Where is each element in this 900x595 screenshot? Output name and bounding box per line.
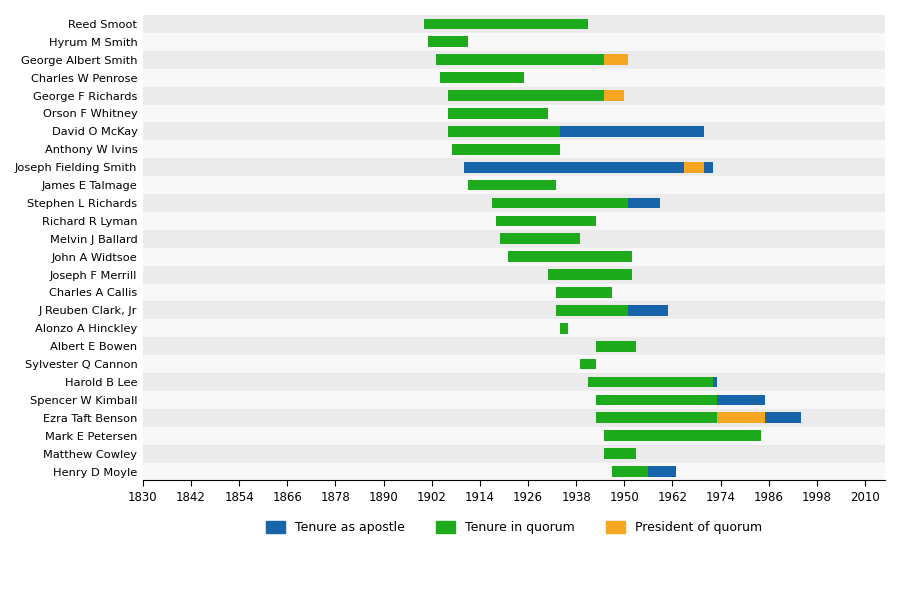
Bar: [464, 162, 713, 173]
Bar: [500, 233, 580, 244]
Bar: [143, 248, 885, 265]
Bar: [548, 269, 633, 280]
Bar: [604, 430, 760, 441]
Bar: [143, 444, 885, 462]
Bar: [143, 68, 885, 87]
Bar: [440, 72, 524, 83]
Bar: [143, 409, 885, 427]
Bar: [424, 18, 589, 29]
Bar: [143, 105, 885, 123]
Bar: [508, 251, 633, 262]
Bar: [560, 323, 568, 334]
Bar: [684, 162, 705, 173]
Bar: [143, 355, 885, 373]
Bar: [604, 54, 628, 65]
Bar: [716, 412, 765, 423]
Bar: [500, 233, 580, 244]
Bar: [428, 36, 468, 47]
Bar: [580, 359, 596, 369]
Bar: [604, 448, 636, 459]
Bar: [468, 180, 556, 190]
Bar: [596, 341, 636, 352]
Bar: [448, 126, 705, 137]
Bar: [436, 54, 628, 65]
Bar: [448, 90, 604, 101]
Bar: [596, 394, 716, 405]
Bar: [508, 251, 633, 262]
Bar: [143, 265, 885, 284]
Bar: [560, 323, 568, 334]
Bar: [448, 126, 560, 137]
Bar: [589, 377, 716, 387]
Bar: [143, 123, 885, 140]
Bar: [596, 412, 716, 423]
Bar: [612, 466, 648, 477]
Bar: [143, 51, 885, 68]
Bar: [143, 391, 885, 409]
Bar: [596, 341, 636, 352]
Bar: [143, 158, 885, 176]
Bar: [556, 305, 669, 316]
Bar: [556, 287, 612, 298]
Bar: [452, 144, 560, 155]
Bar: [496, 215, 596, 226]
Bar: [612, 466, 677, 477]
Bar: [556, 305, 628, 316]
Bar: [492, 198, 628, 208]
Bar: [580, 359, 596, 369]
Bar: [143, 302, 885, 320]
Bar: [596, 394, 765, 405]
Bar: [424, 18, 589, 29]
Bar: [436, 54, 604, 65]
Bar: [468, 180, 556, 190]
Bar: [440, 72, 524, 83]
Bar: [143, 194, 885, 212]
Bar: [143, 462, 885, 480]
Bar: [143, 373, 885, 391]
Bar: [448, 108, 548, 119]
Bar: [492, 198, 661, 208]
Bar: [448, 90, 625, 101]
Bar: [428, 36, 468, 47]
Bar: [143, 140, 885, 158]
Bar: [604, 90, 625, 101]
Bar: [143, 230, 885, 248]
Bar: [596, 412, 801, 423]
Legend: Tenure as apostle, Tenure in quorum, President of quorum: Tenure as apostle, Tenure in quorum, Pre…: [261, 516, 767, 540]
Bar: [143, 337, 885, 355]
Bar: [143, 427, 885, 444]
Bar: [452, 144, 560, 155]
Bar: [143, 320, 885, 337]
Bar: [448, 108, 548, 119]
Bar: [604, 430, 760, 441]
Bar: [143, 176, 885, 194]
Bar: [143, 15, 885, 33]
Bar: [143, 87, 885, 105]
Bar: [143, 212, 885, 230]
Bar: [604, 448, 636, 459]
Bar: [548, 269, 633, 280]
Bar: [589, 377, 713, 387]
Bar: [496, 215, 596, 226]
Bar: [143, 284, 885, 302]
Bar: [143, 33, 885, 51]
Bar: [556, 287, 612, 298]
